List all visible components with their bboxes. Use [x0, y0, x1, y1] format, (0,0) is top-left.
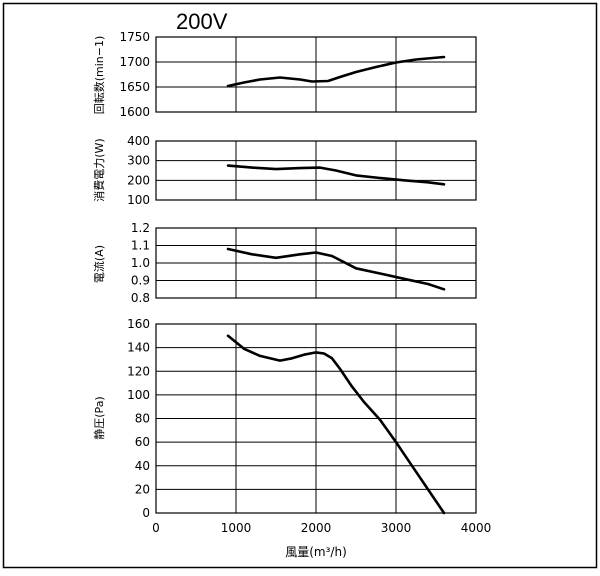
chart-panel: 0 20 40 60 80 100 120 140 160 静圧(Pa): [92, 317, 477, 520]
y-tick-label: 400: [127, 134, 150, 148]
chart-panel: 100 200 300 400 消費電力(W): [92, 134, 477, 207]
y-tick-label: 80: [135, 412, 150, 426]
outer-frame: [2, 2, 598, 569]
y-tick-label: 1650: [119, 80, 150, 94]
chart-panel: 0.8 0.9 1.0 1.1 1.2 電流(A): [92, 221, 477, 305]
y-tick-label: 40: [135, 459, 150, 473]
series-line: [226, 334, 446, 515]
x-axis-label: 風量(m³/h): [285, 545, 347, 559]
y-tick-label: 1700: [119, 55, 150, 69]
y-tick-label: 1.0: [131, 256, 150, 270]
y-tick-label: 300: [127, 154, 150, 168]
y-tick-label: 140: [127, 341, 150, 355]
y-tick-label: 0: [142, 506, 150, 520]
y-tick-label: 0.9: [131, 274, 150, 288]
x-tick-label: 2000: [301, 521, 332, 535]
y-tick-label: 1750: [119, 30, 150, 44]
x-tick-label: 3000: [381, 521, 412, 535]
x-tick-label: 1000: [221, 521, 252, 535]
y-tick-label: 0.8: [131, 291, 150, 305]
y-tick-label: 60: [135, 435, 150, 449]
x-axis: 0 1000 2000 3000 4000: [152, 521, 491, 535]
y-tick-label: 1.2: [131, 221, 150, 235]
y-tick-label: 1600: [119, 105, 150, 119]
x-tick-label: 4000: [461, 521, 492, 535]
series-line: [226, 164, 446, 186]
chart-panel: 1600 1650 1700 1750 回転数(min−1): [93, 30, 477, 119]
series-line: [226, 247, 446, 291]
y-tick-label: 1.1: [131, 239, 150, 253]
y-tick-label: 120: [127, 364, 150, 378]
y-axis-label: 静圧(Pa): [92, 396, 106, 439]
y-tick-label: 20: [135, 482, 150, 496]
y-axis-label: 消費電力(W): [92, 138, 106, 201]
y-axis-label: 回転数(min−1): [93, 36, 106, 115]
y-tick-label: 160: [127, 317, 150, 331]
y-tick-label: 100: [127, 388, 150, 402]
chart-title: 200V: [176, 9, 228, 34]
chart-panels: 1600165017001750回転数(min−1)100200300400消費…: [92, 30, 477, 520]
x-tick-label: 0: [152, 521, 160, 535]
series-line: [226, 55, 446, 88]
y-tick-label: 200: [127, 173, 150, 187]
y-tick-label: 100: [127, 193, 150, 207]
y-axis-label: 電流(A): [92, 245, 106, 283]
